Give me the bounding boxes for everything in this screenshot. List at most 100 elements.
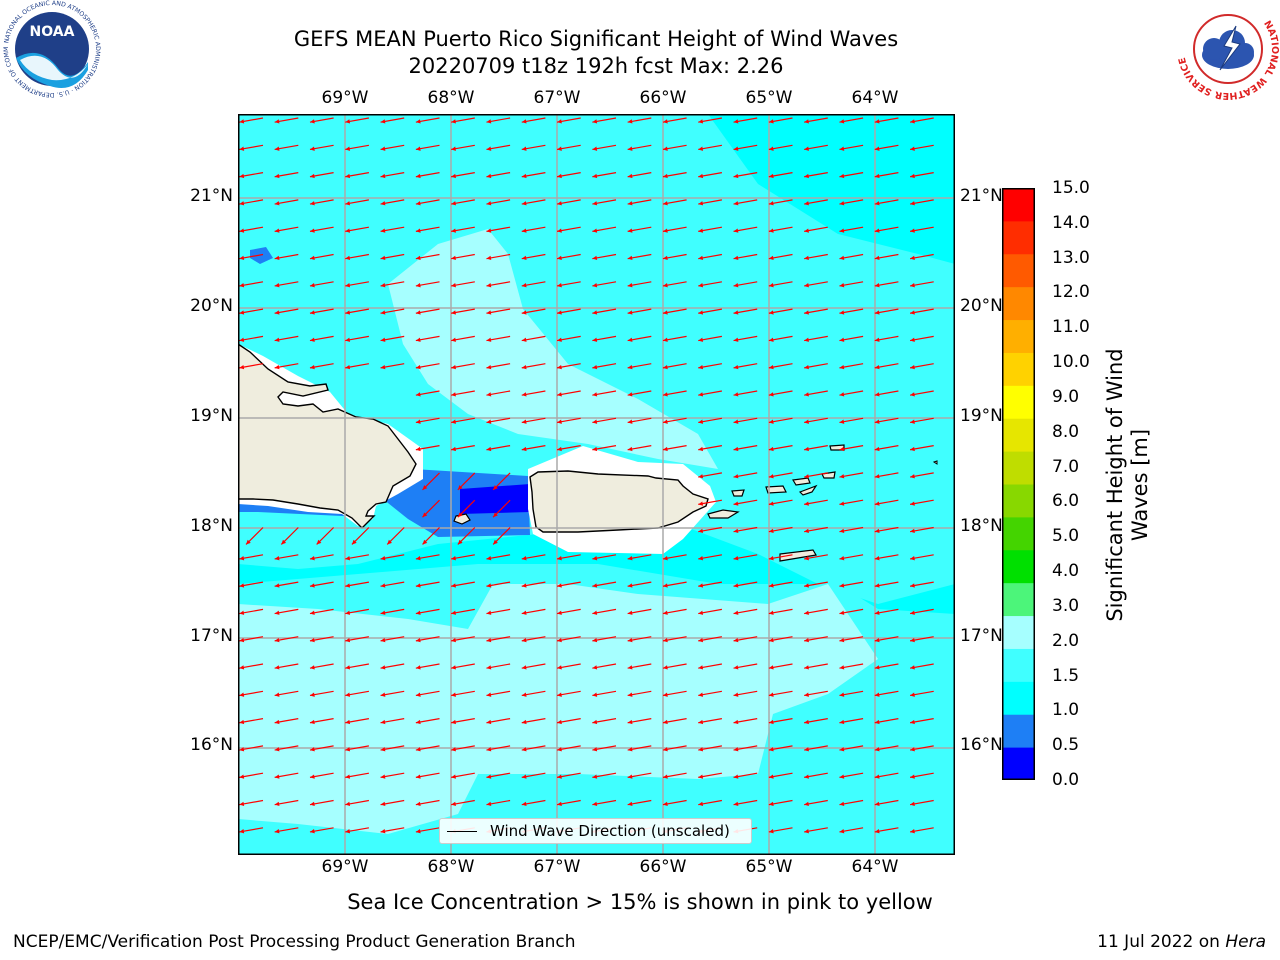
- wind-arrow-head: [662, 392, 668, 397]
- lon-tick-top: 67°W: [533, 88, 581, 108]
- wind-arrow-head: [557, 119, 562, 124]
- wind-arrow-head: [768, 228, 774, 233]
- wind-arrow-head: [733, 610, 739, 615]
- colorbar-segment: [1002, 681, 1035, 715]
- wind-arrow-head: [627, 255, 633, 261]
- wind-arrow-head: [486, 310, 492, 315]
- wind-arrow-head: [345, 201, 351, 206]
- wind-arrow-head: [910, 364, 915, 370]
- wind-arrow-head: [309, 283, 315, 288]
- wind-arrow-head: [345, 146, 351, 151]
- wind-arrow-head: [486, 201, 492, 206]
- wind-arrow-head: [698, 173, 704, 179]
- wind-arrow-head: [662, 201, 668, 206]
- wind-arrow-head: [874, 201, 880, 206]
- wind-arrow-head: [380, 201, 386, 206]
- wind-arrow-head: [804, 474, 809, 479]
- wind-arrow-head: [768, 364, 774, 370]
- wind-arrow-head: [422, 485, 428, 490]
- wind-arrow-head: [486, 228, 492, 233]
- wave-height-map: [238, 114, 955, 855]
- wind-arrow-head: [768, 829, 774, 834]
- wind-arrow-head: [733, 528, 739, 534]
- wind-arrow-head: [239, 255, 245, 261]
- wind-arrow-head: [274, 283, 280, 288]
- wind-arrow-head: [486, 337, 492, 342]
- wind-arrow-head: [274, 556, 280, 561]
- wind-arrow-head: [910, 283, 915, 288]
- lon-tick-bottom: 69°W: [321, 857, 369, 877]
- wind-arrow-head: [309, 310, 315, 315]
- map-legend: Wind Wave Direction (unscaled): [439, 818, 752, 844]
- wind-arrow-head: [239, 364, 245, 370]
- wind-arrow-head: [274, 364, 280, 370]
- wind-arrow-head: [839, 392, 845, 397]
- wind-arrow-head: [874, 583, 880, 588]
- wind-arrow-head: [316, 539, 322, 545]
- wind-arrow-head: [768, 610, 774, 615]
- wind-arrow-head: [521, 419, 527, 424]
- wind-arrow-head: [521, 310, 527, 315]
- lat-tick-left: 20°N: [190, 296, 233, 316]
- wind-arrow-head: [387, 539, 392, 545]
- wind-arrow-head: [592, 364, 598, 370]
- wind-arrow-head: [839, 119, 845, 124]
- wind-arrow-head: [627, 201, 633, 206]
- wind-arrow-head: [486, 801, 492, 807]
- wind-arrow-head: [274, 583, 280, 588]
- lon-tick-bottom: 68°W: [427, 857, 475, 877]
- footer-date-text: 11 Jul 2022 on: [1097, 932, 1220, 952]
- wind-arrow-head: [839, 228, 845, 233]
- wind-arrow-head: [804, 556, 809, 561]
- wind-arrow-head: [557, 201, 562, 206]
- wind-arrow-head: [733, 392, 739, 397]
- wind-arrow-head: [804, 310, 809, 315]
- wind-arrow-head: [662, 610, 668, 615]
- wind-arrow-head: [662, 119, 668, 124]
- wind-arrow-head: [768, 637, 774, 643]
- wind-arrow-head: [345, 719, 351, 725]
- wind-arrow-head: [274, 310, 280, 315]
- wind-arrow-head: [415, 146, 421, 151]
- wind-arrow-head: [274, 692, 280, 697]
- footer-date: 11 Jul 2022 on Hera: [1097, 932, 1266, 952]
- wind-arrow-head: [662, 419, 668, 424]
- wind-arrow-head: [422, 539, 428, 545]
- colorbar-tick-label: 7.0: [1052, 456, 1080, 477]
- wind-arrow-head: [804, 392, 809, 397]
- wind-arrow-head: [733, 255, 739, 261]
- wind-arrow-head: [592, 692, 598, 697]
- wind-arrow-head: [874, 829, 880, 834]
- wind-arrow-head: [239, 228, 245, 233]
- wind-arrow-head: [839, 419, 845, 424]
- wind-arrow-head: [698, 255, 704, 261]
- wind-arrow-head: [345, 692, 351, 697]
- wind-arrow-head: [380, 310, 386, 315]
- wind-arrow-head: [345, 610, 351, 615]
- wind-arrow-head: [451, 446, 456, 452]
- wind-arrow-head: [874, 528, 880, 534]
- wind-arrow-head: [557, 364, 562, 370]
- wind-arrow-head: [698, 774, 704, 779]
- wind-arrow-head: [380, 829, 386, 834]
- wind-arrow-head: [910, 146, 915, 151]
- wind-arrow-head: [415, 829, 421, 834]
- wind-arrow-head: [309, 364, 315, 370]
- wind-arrow-head: [662, 173, 668, 179]
- wind-arrow-head: [733, 801, 739, 807]
- colorbar-tick-label: 6.0: [1052, 491, 1080, 512]
- wind-arrow-head: [345, 173, 351, 179]
- wind-arrow-head: [592, 419, 598, 424]
- wind-arrow-head: [627, 283, 633, 288]
- wind-arrow-head: [804, 747, 809, 752]
- wind-arrow-head: [451, 665, 456, 670]
- wind-arrow-head: [627, 801, 633, 807]
- wind-arrow-head: [733, 201, 739, 206]
- wind-arrow-head: [839, 747, 845, 752]
- wind-arrow-head: [804, 528, 809, 534]
- wind-arrow-head: [733, 637, 739, 643]
- wind-arrow-head: [804, 119, 809, 124]
- wind-arrow-head: [627, 692, 633, 697]
- colorbar-segment: [1002, 451, 1035, 485]
- wind-arrow-head: [768, 528, 774, 534]
